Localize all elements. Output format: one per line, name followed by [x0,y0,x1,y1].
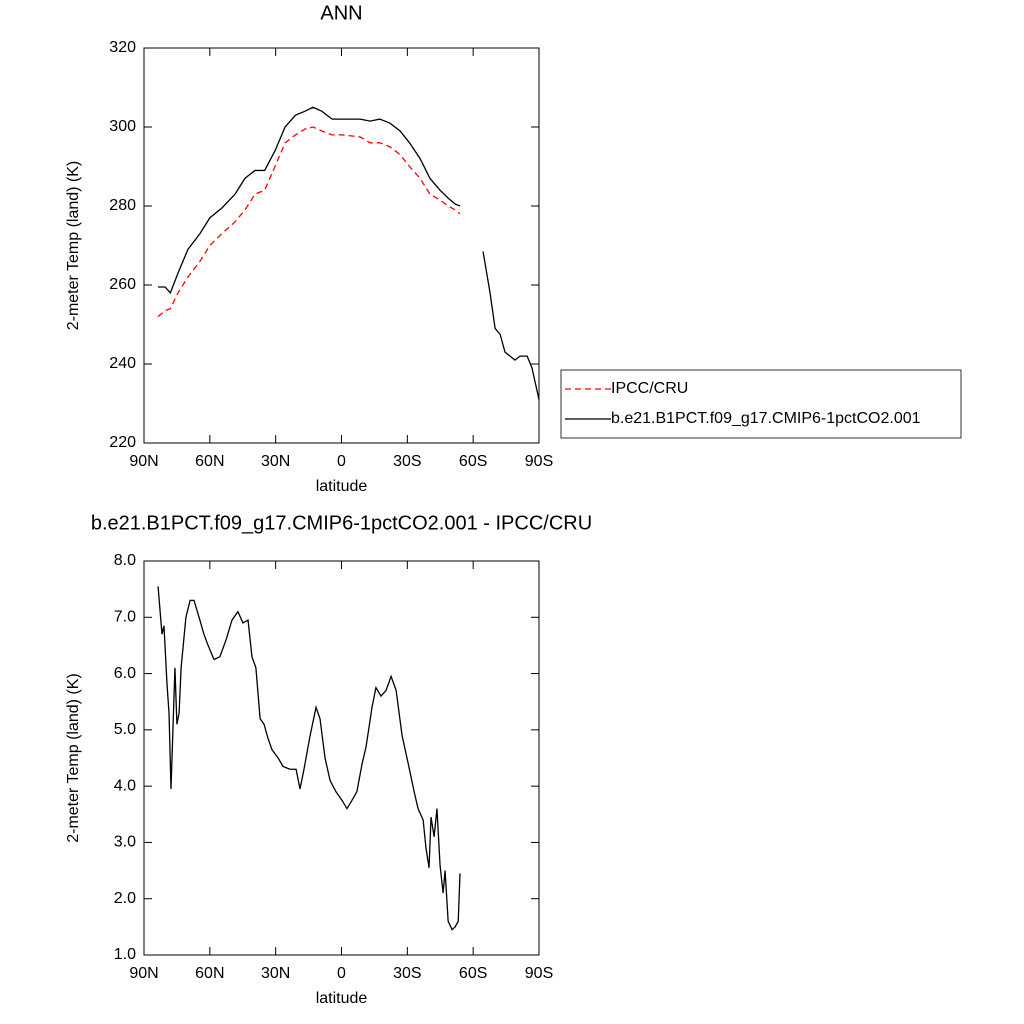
x-tick-label: 30S [393,965,421,982]
y-tick-label: 2.0 [114,890,136,907]
x-tick-label: 90S [525,965,553,982]
y-tick-label: 260 [109,276,136,293]
x-tick-label: 30N [261,965,290,982]
y-tick-label: 7.0 [114,609,136,626]
y-tick-label: 1.0 [114,946,136,963]
y-tick-label: 6.0 [114,665,136,682]
x-tick-label: 60S [459,453,487,470]
x-tick-label: 60S [459,965,487,982]
x-tick-label: 60N [195,965,224,982]
chart-title: ANN [320,2,362,24]
x-tick-label: 60N [195,453,224,470]
x-tick-label: 90N [129,453,158,470]
plot-frame [143,560,540,956]
x-tick-label: 30N [261,453,290,470]
plot-frame [143,47,540,444]
legend-label: IPCC/CRU [611,380,688,397]
x-axis-label: latitude [316,990,368,1007]
y-tick-label: 4.0 [114,777,136,794]
x-axis-label: latitude [316,478,368,495]
legend-label: b.e21.B1PCT.f09_g17.CMIP6-1pctCO2.001 [611,410,921,427]
x-tick-label: 0 [337,453,346,470]
y-tick-label: 220 [109,434,136,451]
y-tick-label: 240 [109,355,136,372]
legend-box [560,369,962,439]
y-tick-label: 320 [109,39,136,56]
y-tick-label: 8.0 [114,552,136,569]
chart-title: b.e21.B1PCT.f09_g17.CMIP6-1pctCO2.001 - … [91,512,592,534]
y-tick-label: 3.0 [114,834,136,851]
y-tick-label: 300 [109,118,136,135]
y-tick-label: 5.0 [114,721,136,738]
data-line [158,106,540,400]
x-tick-label: 90N [129,965,158,982]
y-axis-label: 2-meter Temp (land) (K) [65,161,82,331]
data-line [157,586,461,931]
y-tick-label: 280 [109,197,136,214]
data-line [157,126,461,318]
y-axis-label: 2-meter Temp (land) (K) [65,673,82,843]
x-tick-label: 0 [337,965,346,982]
x-tick-label: 30S [393,453,421,470]
x-tick-label: 90S [525,453,553,470]
